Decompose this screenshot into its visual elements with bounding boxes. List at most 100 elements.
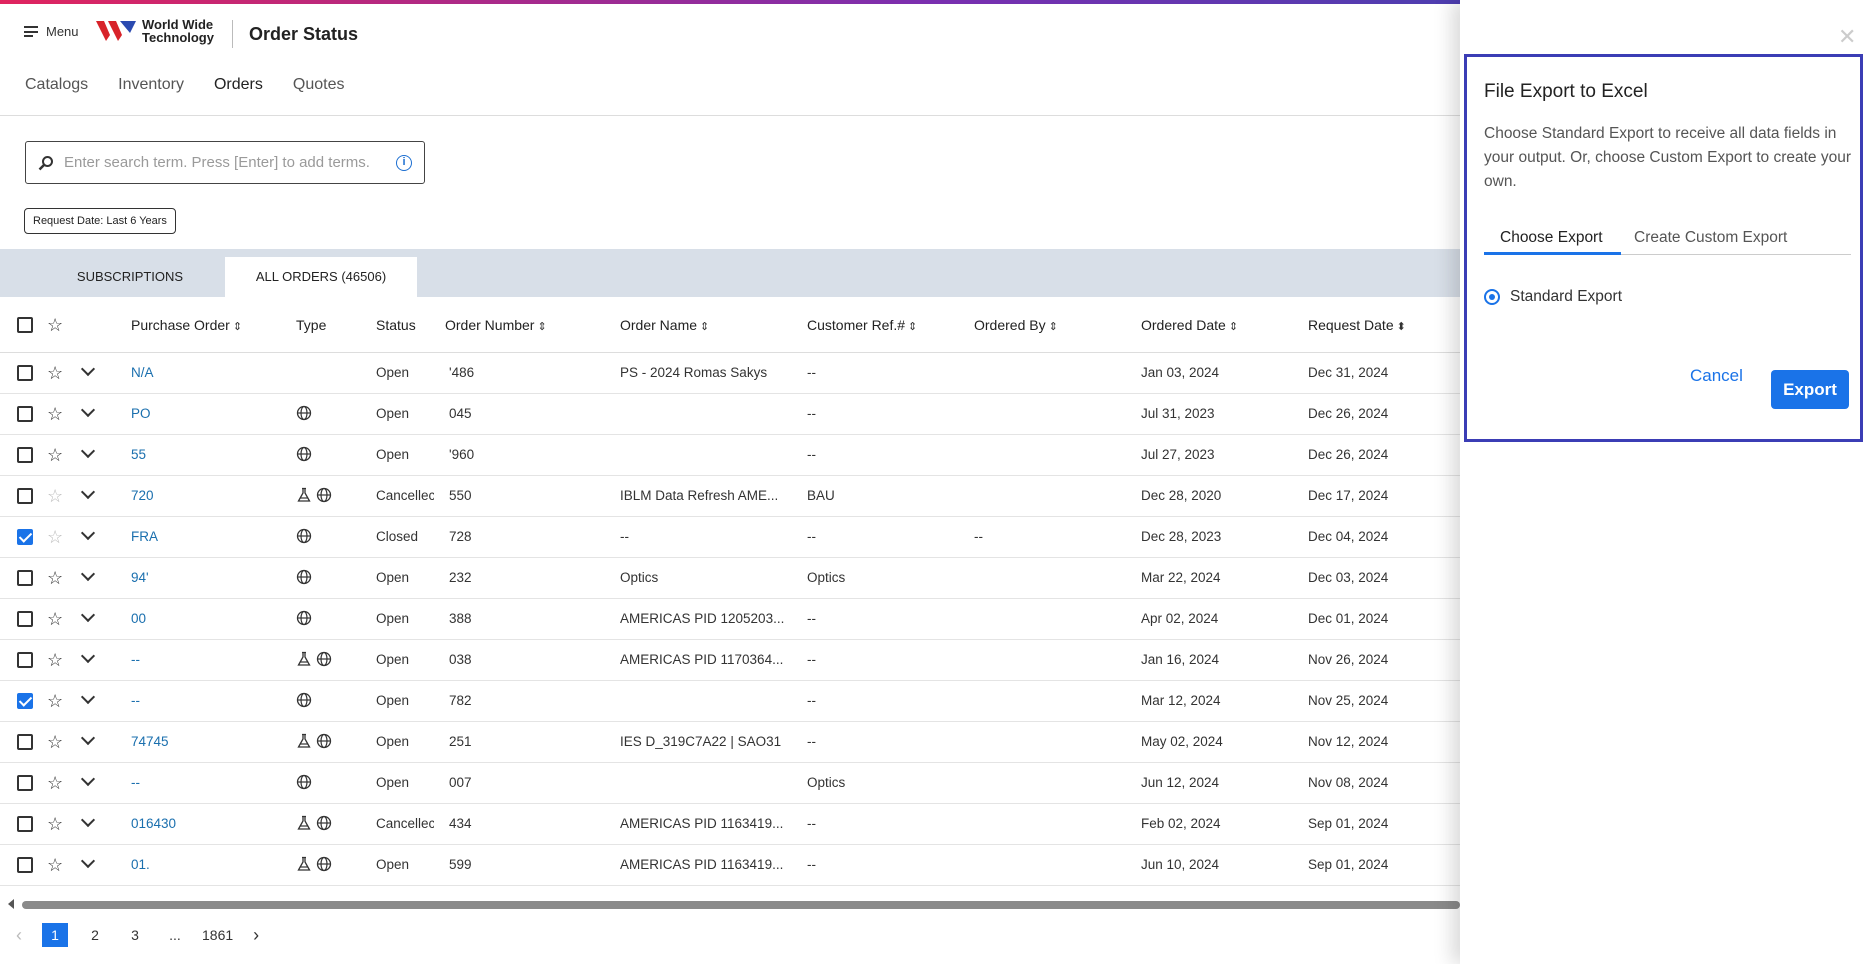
column-header-purchase-order[interactable]: Purchase Order ⇕ <box>131 317 243 333</box>
table-row[interactable]: ☆ 00 Open 388 AMERICAS PID 1205203... -- Apr 0… <box>0 599 1460 640</box>
scrollbar-thumb[interactable] <box>22 901 1460 909</box>
favorite-star-icon[interactable]: ☆ <box>47 650 64 670</box>
purchase-order-cell[interactable]: 55 <box>131 447 147 462</box>
info-icon[interactable]: i <box>396 154 412 171</box>
page-2[interactable]: 2 <box>91 927 99 943</box>
nav-orders[interactable]: Orders <box>213 76 263 93</box>
nav-catalogs[interactable]: Catalogs <box>25 76 89 93</box>
purchase-order-cell[interactable]: -- <box>131 775 140 790</box>
table-row[interactable]: ☆ 74745 Open 251 IES D_319C7A22 | SAO31 -- May… <box>0 722 1460 763</box>
expand-chevron-icon[interactable] <box>80 443 96 459</box>
expand-chevron-icon[interactable] <box>80 484 96 500</box>
menu-button[interactable]: Menu <box>24 24 79 39</box>
favorite-star-icon[interactable]: ☆ <box>47 445 64 465</box>
table-row[interactable]: ☆ 016430 Cancellec 434 AMERICAS PID 1163419.… <box>0 804 1460 845</box>
expand-chevron-icon[interactable] <box>80 730 96 746</box>
select-all-checkbox[interactable] <box>17 317 33 333</box>
row-checkbox[interactable] <box>17 570 33 586</box>
row-checkbox[interactable] <box>17 734 33 750</box>
column-header-ordered-date[interactable]: Ordered Date ⇕ <box>1141 317 1239 333</box>
tab-create-custom-export[interactable]: Create Custom Export <box>1634 229 1788 246</box>
table-row[interactable]: ☆ -- Open 782 -- Mar 12, 2024 Nov 25, 2024 <box>0 681 1460 722</box>
expand-chevron-icon[interactable] <box>80 648 96 664</box>
purchase-order-cell[interactable]: 00 <box>131 611 147 626</box>
row-checkbox[interactable] <box>17 652 33 668</box>
expand-chevron-icon[interactable] <box>80 402 96 418</box>
purchase-order-cell[interactable]: 01. <box>131 857 150 872</box>
expand-chevron-icon[interactable] <box>80 689 96 705</box>
table-row[interactable]: ☆ -- Open 007 Optics Jun 12, 2024 Nov 08, 2024 <box>0 763 1460 804</box>
column-header-request-date[interactable]: Request Date ⬍ <box>1308 317 1406 333</box>
expand-chevron-icon[interactable] <box>80 853 96 869</box>
row-checkbox[interactable] <box>17 693 33 709</box>
table-row[interactable]: ☆ 01. Open 599 AMERICAS PID 1163419... -- Jun … <box>0 845 1460 886</box>
standard-export-radio[interactable]: Standard Export <box>1484 288 1622 306</box>
favorite-star-icon[interactable]: ☆ <box>47 609 64 629</box>
search-input[interactable]: Enter search term. Press [Enter] to add … <box>25 141 425 184</box>
table-row[interactable]: ☆ 55 Open '960 -- Jul 27, 2023 Dec 26, 2024 <box>0 435 1460 476</box>
row-checkbox[interactable] <box>17 488 33 504</box>
export-button[interactable]: Export <box>1771 370 1849 409</box>
table-row[interactable]: ☆ 94' Open 232 Optics Optics Mar 22, 2024 Dec 0… <box>0 558 1460 599</box>
purchase-order-cell[interactable]: 74745 <box>131 734 169 749</box>
favorite-star-icon[interactable]: ☆ <box>47 568 64 588</box>
row-checkbox[interactable] <box>17 447 33 463</box>
column-header-customer-ref[interactable]: Customer Ref.# ⇕ <box>807 317 918 333</box>
purchase-order-cell[interactable]: PO <box>131 406 151 421</box>
column-header-order-number[interactable]: Order Number ⇕ <box>445 317 547 333</box>
favorite-star-icon[interactable]: ☆ <box>47 855 64 875</box>
row-checkbox[interactable] <box>17 529 33 545</box>
row-checkbox[interactable] <box>17 816 33 832</box>
favorite-star-icon[interactable]: ☆ <box>47 732 64 752</box>
page-last[interactable]: 1861 <box>202 927 234 943</box>
row-checkbox[interactable] <box>17 406 33 422</box>
favorite-star-icon[interactable]: ☆ <box>47 814 64 834</box>
row-checkbox[interactable] <box>17 857 33 873</box>
prev-page-icon[interactable]: ‹ <box>16 924 22 945</box>
scroll-left-icon[interactable] <box>8 899 14 909</box>
nav-quotes[interactable]: Quotes <box>292 76 345 93</box>
tab-choose-export[interactable]: Choose Export <box>1500 229 1603 246</box>
expand-chevron-icon[interactable] <box>80 525 96 541</box>
tab-subscriptions[interactable]: SUBSCRIPTIONS <box>76 269 184 284</box>
table-row[interactable]: ☆ PO Open 045 -- Jul 31, 2023 Dec 26, 2024 <box>0 394 1460 435</box>
filter-chip-request-date[interactable]: Request Date: Last 6 Years <box>24 208 176 234</box>
column-header-ordered-by[interactable]: Ordered By ⇕ <box>974 317 1058 333</box>
row-checkbox[interactable] <box>17 775 33 791</box>
table-row[interactable]: ☆ FRA Closed 728 -- -- -- Dec 28, 2023 Dec 04, 2… <box>0 517 1460 558</box>
next-page-icon[interactable]: › <box>253 924 260 945</box>
favorite-star-icon[interactable]: ☆ <box>47 527 64 547</box>
page-1[interactable]: 1 <box>42 923 68 947</box>
row-checkbox[interactable] <box>17 611 33 627</box>
favorite-star-icon[interactable]: ☆ <box>47 363 64 383</box>
star-all-icon[interactable]: ☆ <box>47 315 64 335</box>
table-row[interactable]: ☆ N/A Open '486 PS - 2024 Romas Sakys -- Jan 0… <box>0 353 1460 394</box>
favorite-star-icon[interactable]: ☆ <box>47 773 64 793</box>
horizontal-scrollbar[interactable] <box>8 898 1460 910</box>
expand-chevron-icon[interactable] <box>80 607 96 623</box>
page-3[interactable]: 3 <box>131 927 139 943</box>
close-icon[interactable]: ✕ <box>1838 24 1857 49</box>
expand-chevron-icon[interactable] <box>80 771 96 787</box>
purchase-order-cell[interactable]: 016430 <box>131 816 177 831</box>
table-row[interactable]: ☆ 720 Cancellec 550 IBLM Data Refresh AME...… <box>0 476 1460 517</box>
tab-all-orders[interactable]: ALL ORDERS (46506) <box>225 257 417 297</box>
favorite-star-icon[interactable]: ☆ <box>47 691 64 711</box>
company-logo[interactable]: World Wide Technology <box>96 18 214 44</box>
purchase-order-cell[interactable]: -- <box>131 652 140 667</box>
purchase-order-cell[interactable]: -- <box>131 693 140 708</box>
column-header-order-name[interactable]: Order Name ⇕ <box>620 317 710 333</box>
table-row[interactable]: ☆ -- Open 038 AMERICAS PID 1170364... -- Jan 1… <box>0 640 1460 681</box>
expand-chevron-icon[interactable] <box>80 566 96 582</box>
row-checkbox[interactable] <box>17 365 33 381</box>
purchase-order-cell[interactable]: FRA <box>131 529 158 544</box>
cancel-button[interactable]: Cancel <box>1690 366 1743 385</box>
nav-inventory[interactable]: Inventory <box>118 76 184 93</box>
expand-chevron-icon[interactable] <box>80 812 96 828</box>
expand-chevron-icon[interactable] <box>80 361 96 377</box>
purchase-order-cell[interactable]: N/A <box>131 365 154 380</box>
purchase-order-cell[interactable]: 94' <box>131 570 149 585</box>
favorite-star-icon[interactable]: ☆ <box>47 404 64 424</box>
favorite-star-icon[interactable]: ☆ <box>47 486 64 506</box>
purchase-order-cell[interactable]: 720 <box>131 488 154 503</box>
